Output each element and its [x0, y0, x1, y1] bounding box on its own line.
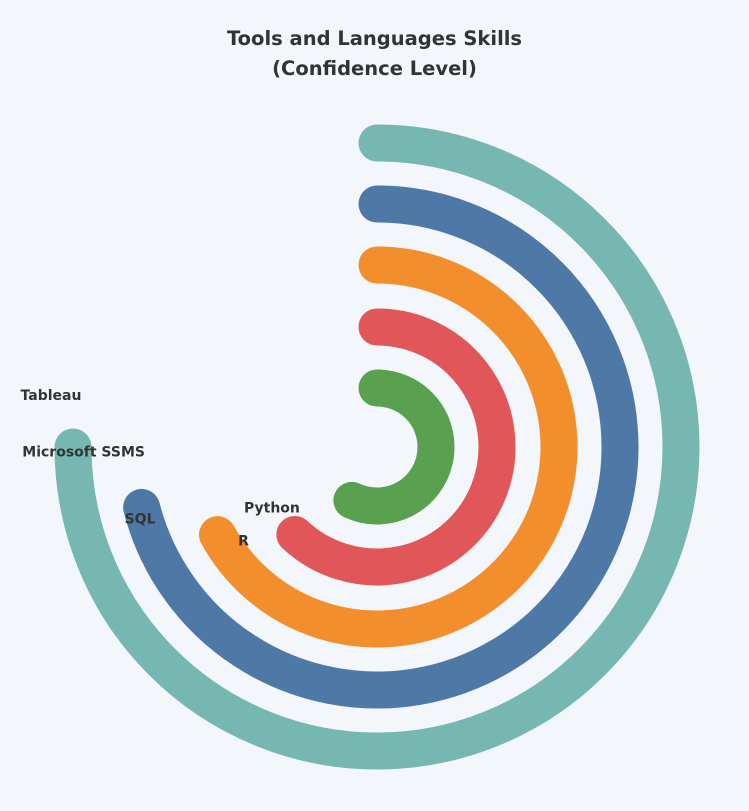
arc-group	[54, 124, 700, 770]
label-microsoft-ssms: Microsoft SSMS	[22, 444, 145, 460]
title-line-1: Tools and Languages Skills	[226, 27, 523, 50]
bar-python	[333, 369, 455, 525]
bar-tableau	[54, 124, 700, 770]
bar-sql	[199, 246, 578, 648]
bar-microsoft-ssms	[123, 185, 639, 709]
label-group: Python R SQL Microsoft SSMS Tableau	[21, 388, 300, 549]
chart-title: Tools and Languages Skills (Confidence L…	[0, 24, 749, 84]
bar-r	[276, 308, 516, 586]
label-tableau: Tableau	[21, 388, 82, 404]
label-sql: SQL	[125, 512, 156, 528]
title-line-2: (Confidence Level)	[272, 57, 477, 80]
label-python: Python	[244, 500, 300, 516]
label-r: R	[238, 533, 249, 549]
